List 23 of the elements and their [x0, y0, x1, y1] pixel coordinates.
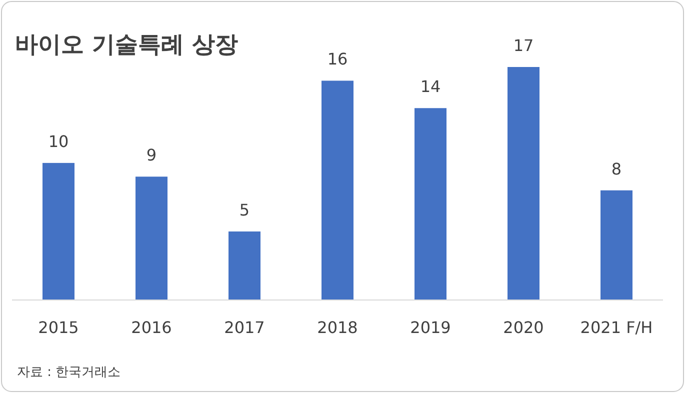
x-tick-label: 2019: [410, 318, 451, 337]
bar: [136, 176, 168, 300]
text: 자료 : 한국거래소: [17, 365, 121, 380]
x-tick-label: 2016: [131, 318, 172, 337]
x-tick-label: 2015: [38, 318, 79, 337]
bar: [600, 190, 632, 300]
x-tick-label: 2017: [224, 318, 265, 337]
data-label: 5: [239, 200, 250, 220]
data-label: 14: [420, 77, 441, 96]
data-label: 8: [611, 159, 622, 178]
x-tick-label: 2020: [503, 318, 544, 337]
bar: [414, 108, 446, 300]
data-label: 10: [48, 132, 69, 151]
data-label: 16: [327, 50, 348, 69]
bar: [322, 80, 354, 300]
bar: [228, 231, 260, 300]
x-tick-label: 2018: [317, 318, 358, 337]
bar: [508, 67, 540, 300]
chart-title: 바이오 기술특례 상장: [15, 32, 238, 58]
data-label: 9: [146, 146, 157, 165]
x-tick-label: 2021 F/H: [580, 318, 653, 337]
bar: [42, 162, 74, 300]
data-label: 17: [513, 36, 534, 55]
